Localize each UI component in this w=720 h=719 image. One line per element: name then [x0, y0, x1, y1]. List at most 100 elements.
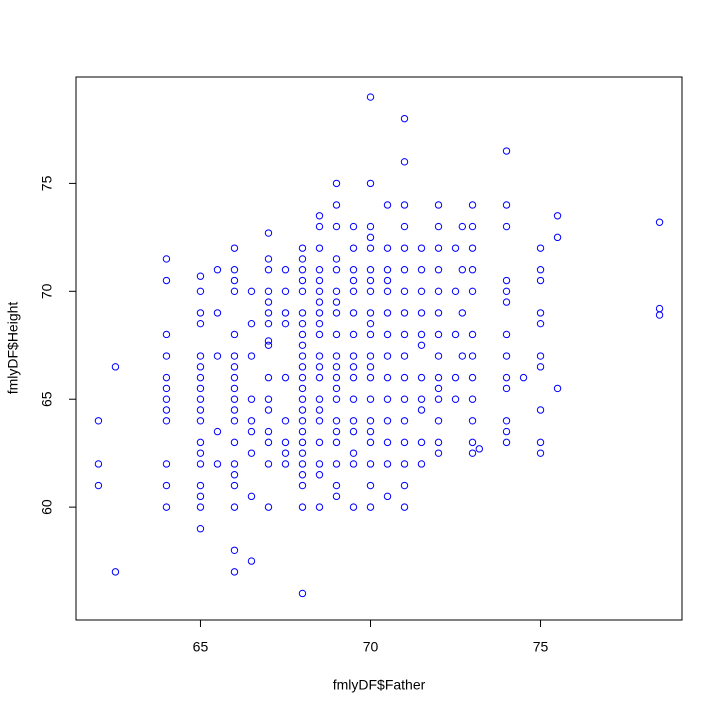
point: [332, 266, 341, 274]
point: [196, 272, 205, 280]
point: [332, 481, 341, 490]
point: [162, 503, 171, 511]
point: [264, 341, 273, 349]
point: [468, 201, 477, 209]
point: [468, 287, 477, 296]
point: [315, 319, 324, 328]
point: [298, 449, 307, 457]
point: [434, 384, 443, 393]
point: [315, 222, 324, 231]
point: [298, 417, 307, 425]
point: [451, 373, 460, 382]
point: [332, 298, 341, 306]
point: [451, 395, 460, 403]
point: [298, 341, 307, 349]
point: [383, 287, 392, 296]
point: [264, 319, 273, 328]
point: [230, 330, 239, 339]
point: [247, 395, 256, 403]
point: [502, 438, 511, 447]
point: [281, 438, 290, 447]
point: [349, 309, 358, 317]
point: [349, 287, 358, 296]
point: [434, 287, 443, 296]
point: [366, 330, 375, 339]
point: [502, 287, 511, 296]
point: [417, 309, 426, 317]
point: [332, 330, 341, 339]
point: [162, 373, 171, 382]
point: [458, 352, 467, 360]
point: [366, 352, 375, 360]
point: [247, 492, 256, 501]
point: [434, 417, 443, 425]
point: [366, 460, 375, 468]
point: [349, 460, 358, 468]
point: [264, 373, 273, 382]
point: [366, 179, 375, 188]
point: [417, 341, 426, 349]
point: [400, 352, 409, 360]
point: [417, 330, 426, 339]
point: [332, 352, 341, 360]
point: [349, 373, 358, 382]
point: [94, 481, 103, 490]
point: [315, 395, 324, 403]
point: [230, 244, 239, 252]
point: [264, 427, 273, 436]
point: [502, 373, 511, 382]
point: [247, 352, 256, 360]
point: [349, 276, 358, 285]
point: [162, 255, 171, 263]
point: [264, 337, 273, 345]
point: [315, 471, 324, 479]
point: [264, 406, 273, 414]
point: [196, 309, 205, 317]
point: [315, 276, 324, 285]
point: [213, 427, 222, 436]
point: [230, 417, 239, 425]
point: [281, 417, 290, 425]
point: [230, 266, 239, 274]
point: [468, 222, 477, 231]
y-tick-label: 60: [39, 499, 55, 515]
point: [366, 363, 375, 371]
point: [468, 438, 477, 447]
point: [162, 406, 171, 414]
point: [468, 449, 477, 457]
point: [349, 222, 358, 231]
point: [400, 330, 409, 339]
point: [196, 449, 205, 457]
point: [298, 319, 307, 328]
x-axis-label: fmlyDF$Father: [333, 677, 426, 693]
point: [315, 266, 324, 274]
point: [281, 373, 290, 382]
point: [264, 438, 273, 447]
point: [196, 525, 205, 533]
point: [298, 255, 307, 263]
point: [383, 438, 392, 447]
point: [298, 287, 307, 296]
point: [315, 352, 324, 360]
point: [332, 287, 341, 296]
point: [383, 460, 392, 468]
point: [475, 445, 484, 453]
point: [332, 427, 341, 436]
point: [162, 330, 171, 339]
point: [400, 201, 409, 209]
point: [502, 222, 511, 231]
point: [400, 222, 409, 231]
point: [230, 276, 239, 285]
point: [383, 201, 392, 209]
point: [655, 304, 664, 313]
point: [366, 373, 375, 382]
point: [502, 147, 511, 155]
point: [281, 309, 290, 317]
point: [315, 406, 324, 414]
point: [230, 568, 239, 576]
point: [162, 384, 171, 393]
point: [298, 352, 307, 360]
point: [434, 309, 443, 317]
point: [536, 438, 545, 447]
